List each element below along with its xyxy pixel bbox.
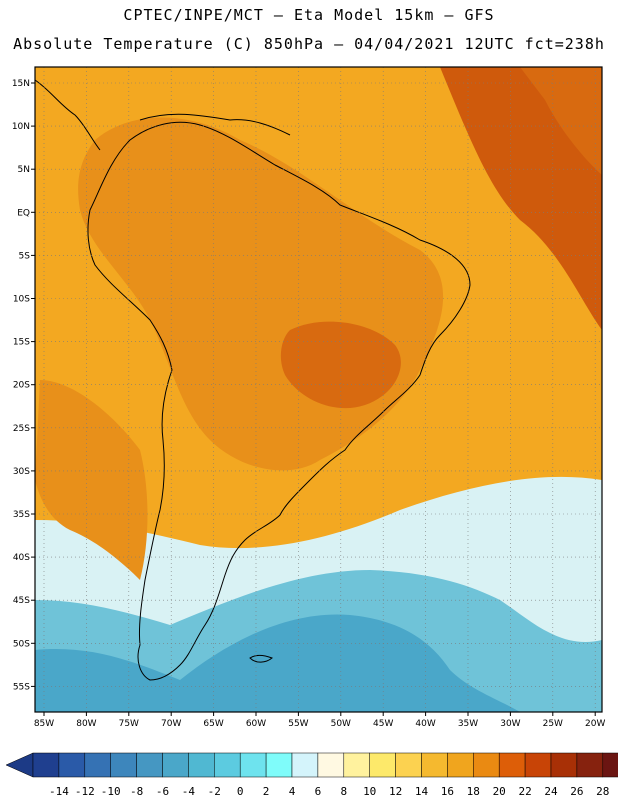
field-continent-hot (280, 321, 401, 409)
graticule (35, 67, 602, 712)
colorbar-segment (265, 752, 293, 778)
field-northeast-hot (520, 67, 602, 175)
map-title-line1: CPTEC/INPE/MCT – Eta Model 15km – GFS (123, 6, 495, 24)
latitude-label: 50S (13, 639, 30, 649)
longitude-label: 25W (543, 719, 563, 729)
colorbar-segment (58, 752, 86, 778)
colorbar-tick-label: 28 (596, 785, 609, 798)
latitude-axis: 15N 10N 5N EQ 5S 10S 15S 20S 25S 30S 35S 40S 45S 50S 5… (12, 79, 35, 692)
colorbar-segment (395, 752, 422, 778)
colorbar-tick-label: -6 (156, 785, 169, 798)
longitude-axis: 85W 80W 75W 70W 65W 60W 55W 50W 45W 40W 35W 30W 25W 2… (34, 712, 605, 729)
colorbar-segment (162, 752, 189, 778)
colorbar-tick-label: 16 (441, 785, 454, 798)
latitude-label: 20S (13, 381, 30, 391)
colorbar-tick-label: -10 (101, 785, 121, 798)
colorbar-segment (602, 752, 618, 778)
colorbar-tick-label: 10 (363, 785, 376, 798)
longitude-label: 70W (161, 719, 181, 729)
longitude-label: 50W (331, 719, 351, 729)
longitude-label: 30W (500, 719, 520, 729)
longitude-label: 45W (373, 719, 393, 729)
central-america-coast (35, 79, 101, 151)
map-title-line2: Absolute Temperature (C) 850hPa – 04/04/… (13, 35, 605, 53)
latitude-label: 15S (13, 338, 30, 348)
map-frame (34, 66, 603, 713)
colorbar-tick-label: 18 (467, 785, 480, 798)
colorbar-segment (239, 752, 267, 778)
colorbar-segment (550, 752, 578, 778)
colorbar-tick-label: 20 (493, 785, 506, 798)
longitude-label: 75W (119, 719, 139, 729)
latitude-label: 5S (19, 251, 31, 261)
field-northeast-warm (440, 67, 602, 330)
colorbar-tick-label: -2 (208, 785, 221, 798)
latitude-label: EQ (17, 208, 30, 218)
longitude-label: 40W (415, 719, 435, 729)
longitude-label: 60W (246, 719, 266, 729)
longitude-label: 80W (76, 719, 96, 729)
colorbar-tick-label: 2 (263, 785, 270, 798)
caribbean-coast (139, 113, 291, 136)
temperature-field (35, 67, 602, 712)
field-south-cold (35, 614, 520, 712)
colorbar-segment (473, 752, 500, 778)
colorbar-tick-label: -14 (49, 785, 69, 798)
south-america-coast (87, 121, 471, 681)
colorbar-segment (524, 752, 552, 778)
colorbar-segment (498, 752, 526, 778)
latitude-label: 25S (13, 424, 30, 434)
latitude-label: 45S (13, 596, 30, 606)
latitude-label: 15N (12, 79, 30, 89)
colorbar-segment (32, 752, 60, 778)
colorbar-under-arrow (5, 752, 34, 778)
colorbar-tick-label: 24 (544, 785, 558, 798)
latitude-label: 5N (18, 165, 30, 175)
colorbar-tick-label: 14 (415, 785, 429, 798)
colorbar-segment (110, 752, 137, 778)
colorbar-segment (421, 752, 448, 778)
colorbar-tick-label: 26 (570, 785, 583, 798)
longitude-label: 55W (288, 719, 308, 729)
colorbar-tick-label: -12 (75, 785, 95, 798)
longitude-label: 65W (203, 719, 223, 729)
colorbar-segment (188, 752, 215, 778)
latitude-label: 55S (13, 682, 30, 692)
longitude-label: 20W (585, 719, 605, 729)
colorbar-tick-label: 4 (289, 785, 296, 798)
colorbar-tick-label: 6 (315, 785, 322, 798)
latitude-label: 35S (13, 510, 30, 520)
colorbar-tick-label: 12 (389, 785, 402, 798)
colorbar-segment (447, 752, 474, 778)
colorbar-segment (84, 752, 111, 778)
colorbar: -14 -12 -10 -8 -6 -4 -2 0 2 4 6 8 10 12 14 16 18 20 22 24 26… (5, 752, 618, 798)
colorbar-segment (214, 752, 241, 778)
colorbar-segment (136, 752, 163, 778)
latitude-label: 10S (13, 295, 30, 305)
colorbar-tick-label: 0 (237, 785, 244, 798)
latitude-label: 30S (13, 467, 30, 477)
colorbar-segment (576, 752, 604, 778)
latitude-label: 10N (12, 122, 30, 132)
colorbar-tick-label: 8 (340, 785, 347, 798)
colorbar-tick-label: 22 (518, 785, 531, 798)
field-andes-warm (35, 380, 148, 580)
colorbar-segment (369, 752, 396, 778)
latitude-label: 40S (13, 553, 30, 563)
colorbar-segment (291, 752, 319, 778)
longitude-label: 35W (458, 719, 478, 729)
colorbar-tick-label: -8 (130, 785, 143, 798)
colorbar-tick-label: -4 (182, 785, 196, 798)
longitude-label: 85W (34, 719, 54, 729)
colorbar-segment (343, 752, 370, 778)
colorbar-segment (317, 752, 345, 778)
